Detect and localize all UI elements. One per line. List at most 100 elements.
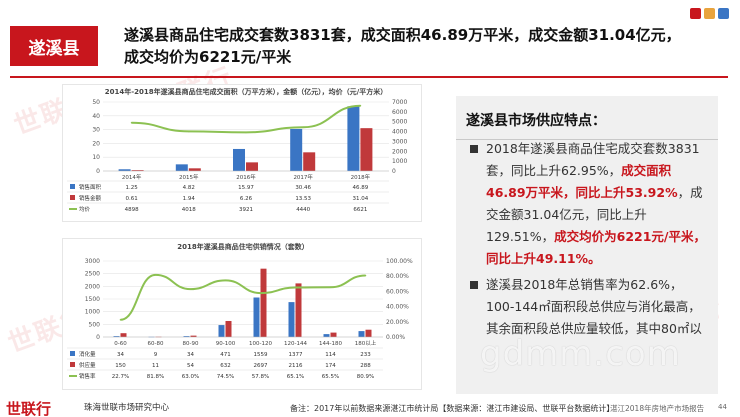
panel-body: 2018年遂溪县商品住宅成交套数3831套，同比上升62.95%，成交面积46.… [470,138,710,342]
table-cell-value: 632 [220,363,231,369]
table-cell-value: 288 [360,363,371,369]
table-cell-value: 1.25 [125,185,138,191]
x-axis-category-label: 100-120 [249,341,272,347]
table-cell-value: 3921 [239,207,253,213]
left-axis-tick-label: 2500 [85,271,100,278]
panel-paragraph-1: 2018年遂溪县商品住宅成交套数3831套，同比上升62.95%，成交面积46.… [470,138,710,270]
right-axis-tick-label: 7000 [392,99,407,106]
left-axis-tick-label: 1500 [85,296,100,303]
x-axis-category-label: 144-180 [319,341,342,347]
bar-secondary [131,170,144,171]
bar-primary [290,128,303,171]
panel-p1-text-c: ，成交金额31.04亿元，同比上升129.51%， [486,185,703,244]
bar-secondary [120,333,127,337]
line-point [154,274,157,276]
right-axis-tick-label: 4000 [392,129,407,136]
footer-logo: 世联行 [6,400,52,417]
right-axis-tick-label: 80.00% [386,273,409,280]
panel-p1-text-a: 2018年遂溪县商品住宅成交套数3831套，同比上升62.95%， [486,141,700,178]
x-axis-category-label: 90-100 [216,341,236,347]
bar-secondary [303,152,316,171]
bar-primary [288,302,295,337]
series-line [131,104,361,134]
bar-primary [113,336,120,337]
left-axis-tick-label: 20 [92,140,100,147]
line-point [130,121,133,124]
left-axis-tick-label: 0 [96,168,100,175]
right-axis-tick-label: 5000 [392,119,407,126]
bar-primary [347,106,360,171]
brand-corner-icon [690,6,732,22]
table-cell-value: 471 [220,352,231,358]
bar-primary [218,325,225,337]
x-axis-category-label: 80-90 [183,341,199,347]
chart-supply-sales: 2018年遂溪县商品住宅供销情况（套数） 0 500 1000 1500 2000 2500… [62,238,422,390]
table-cell-value: 150 [115,363,126,369]
page-headline: 遂溪县商品住宅成交套数3831套，成交面积46.89万平米，成交金额31.04亿… [124,26,681,66]
left-axis-tick-label: 2000 [85,283,100,290]
table-cell-value: 174 [325,363,336,369]
bar-primary [118,169,131,171]
right-axis-tick-label: 0.00% [386,334,405,341]
table-cell-value: 57.8% [252,374,269,380]
line-point [189,288,192,290]
bar-secondary [365,329,372,337]
left-axis-tick-label: 50 [92,99,100,106]
chart-area-price-svg: 2014年-2018年遂溪县商品住宅成交面积（万平方米），金额（亿元），均价（元… [67,87,407,213]
bar-primary [323,334,330,337]
table-cell-value: 15.97 [238,185,254,191]
bar-secondary [330,332,337,337]
footer-source-note: 备注：2017年以前数据来源湛江市统计局【数据来源：湛江市建设局、世联平台数据统… [290,404,615,413]
panel-paragraph-2: 遂溪县2018年总销售率为62.6%，100-144㎡面积段总供应与消化最高，其… [470,274,710,340]
line-point [188,130,190,133]
left-axis-tick-label: 10 [92,154,100,161]
table-cell-value: 81.8% [147,374,164,380]
footer-report-name: 湛江2018年房地产市场报告 [610,404,705,413]
region-badge: 遂溪县 [10,26,98,66]
table-cell-value: 4898 [125,207,139,213]
table-cell-value: 65.1% [287,374,304,380]
table-cell-value: 2116 [289,363,303,369]
bar-secondary [295,283,302,337]
legend-swatch [70,351,75,356]
table-cell-value: 1559 [254,352,268,358]
bar-secondary [360,128,373,171]
legend-swatch [70,362,75,367]
table-cell-value: 65.5% [322,374,339,380]
table-cell-value: 6621 [353,207,367,213]
table-cell-value: 74.5% [217,374,234,380]
legend-label: 销售面积 [79,183,102,191]
right-axis-tick-label: 20.00% [386,319,409,326]
x-axis-category-label: 2018年 [351,173,371,181]
line-point [224,279,227,282]
panel-p1-highlight-1: 成交面积46.89万平米，同比上升53.92% [486,163,678,200]
line-point [119,318,122,321]
x-axis-category-label: 2015年 [179,173,199,181]
panel-p1-highlight-2: 成交均价为6221元/平米，同比上升49.11%。 [486,229,706,266]
bar-primary [183,336,190,337]
left-axis-tick-label: 0 [96,334,100,341]
right-axis-tick-label: 0 [392,168,396,175]
footer-org: 珠海世联市场研究中心 [84,403,170,413]
table-cell-value: 54 [187,363,194,369]
bar-primary [233,148,245,171]
bar-primary [175,164,188,171]
legend-label: 消化量 [79,350,96,358]
x-axis-category-label: 180以上 [355,339,377,347]
chart-area-price: 2014年-2018年遂溪县商品住宅成交面积（万平方米），金额（亿元），均价（元… [62,84,422,222]
legend-swatch [70,184,75,189]
panel-p2-text: 遂溪县2018年总销售率为62.6%，100-144㎡面积段总供应与消化最高，其… [486,277,702,336]
header-divider [10,76,728,78]
market-features-panel [456,96,718,394]
table-cell-value: 22.7% [112,374,129,380]
page-number: 44 [718,403,727,411]
left-axis-tick-label: 500 [89,321,101,328]
right-axis-tick-label: 6000 [392,109,407,116]
x-axis-category-label: 2017年 [293,173,313,181]
legend-label: 销售率 [79,372,96,380]
bar-secondary [188,168,201,171]
table-cell-value: 4018 [182,207,196,213]
table-cell-value: 0.61 [125,196,137,202]
table-cell-value: 34 [117,352,124,358]
line-point [259,292,262,294]
